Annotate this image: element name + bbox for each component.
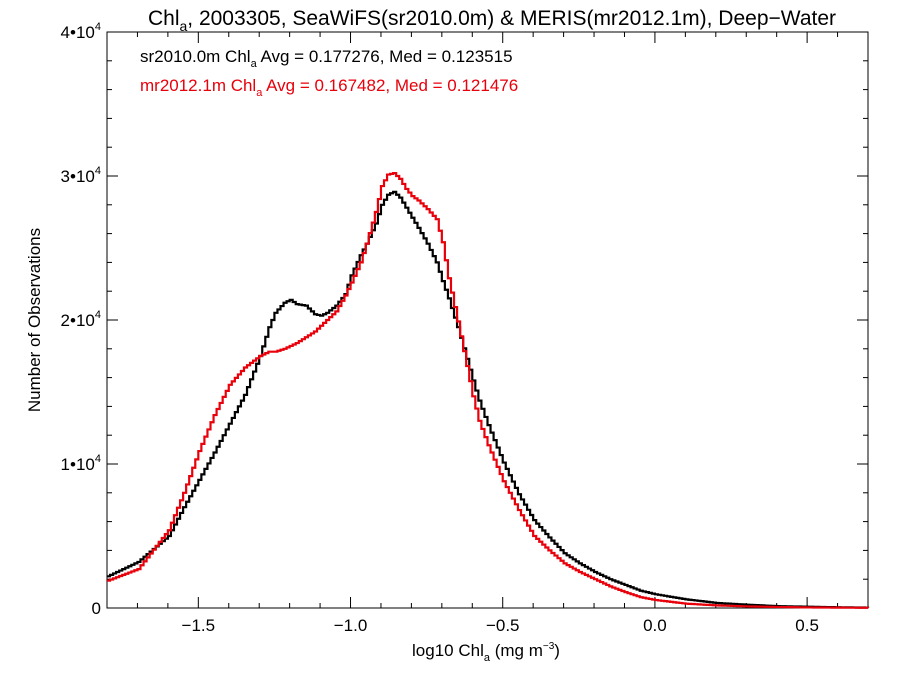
x-axis-label-sub: a	[484, 652, 491, 664]
legend-entry-sr2010: sr2010.0m Chla Avg = 0.177276, Med = 0.1…	[140, 47, 513, 70]
y-tick-label: 0	[92, 599, 101, 618]
y-axis-label: Number of Observations	[25, 228, 44, 412]
chart-title-prefix: Chl	[148, 7, 180, 30]
x-tick-label: 0.5	[795, 616, 819, 635]
plot-frame	[106, 31, 869, 609]
y-axis-ticks: 0 1•104 2•104 3•104 4•104	[61, 21, 868, 618]
x-tick-label: −1.5	[182, 616, 216, 635]
legend-mr2012-post: Avg = 0.167482, Med = 0.121476	[262, 76, 518, 95]
y-tick-label: 2•104	[61, 309, 101, 330]
y-tick-label: 3•104	[61, 165, 101, 186]
chart-title-rest: , 2003305, SeaWiFS(sr2010.0m) & MERIS(mr…	[187, 7, 836, 30]
x-axis-label-end: )	[554, 641, 560, 660]
legend-mr2012-pre: mr2012.1m Chl	[140, 76, 256, 95]
series-lines	[107, 172, 870, 609]
series-line-mr20121m	[107, 172, 870, 609]
x-axis-ticks: −1.5 −1.0 −0.5 0.0 0.5	[106, 32, 869, 635]
legend-mr2012-sub: a	[256, 87, 263, 99]
x-axis-label-sup: −3	[543, 641, 555, 652]
x-axis-label: log10 Chla (mg m−3)	[412, 641, 560, 664]
x-axis-label-mid: (mg m	[490, 641, 543, 660]
legend-sr2010-sub: a	[251, 58, 258, 70]
chart-title: Chla, 2003305, SeaWiFS(sr2010.0m) & MERI…	[148, 7, 836, 34]
legend-sr2010-pre: sr2010.0m Chl	[140, 47, 251, 66]
series-line-sr20100m	[107, 190, 870, 609]
x-axis-label-prefix: log10 Chl	[412, 641, 484, 660]
plot-area: −1.5 −1.0 −0.5 0.0 0.5 0 1•104 2•104 3•104 4•104	[61, 21, 870, 635]
legend-sr2010-post: Avg = 0.177276, Med = 0.123515	[257, 47, 513, 66]
y-tick-label: 4•104	[61, 21, 101, 42]
chart-title-subscript: a	[179, 18, 187, 34]
x-tick-label: −0.5	[486, 616, 520, 635]
x-tick-label: −1.0	[334, 616, 368, 635]
y-tick-label: 1•104	[61, 453, 101, 474]
legend: sr2010.0m Chla Avg = 0.177276, Med = 0.1…	[140, 47, 518, 99]
legend-entry-mr2012: mr2012.1m Chla Avg = 0.167482, Med = 0.1…	[140, 76, 518, 99]
x-tick-label: 0.0	[643, 616, 667, 635]
